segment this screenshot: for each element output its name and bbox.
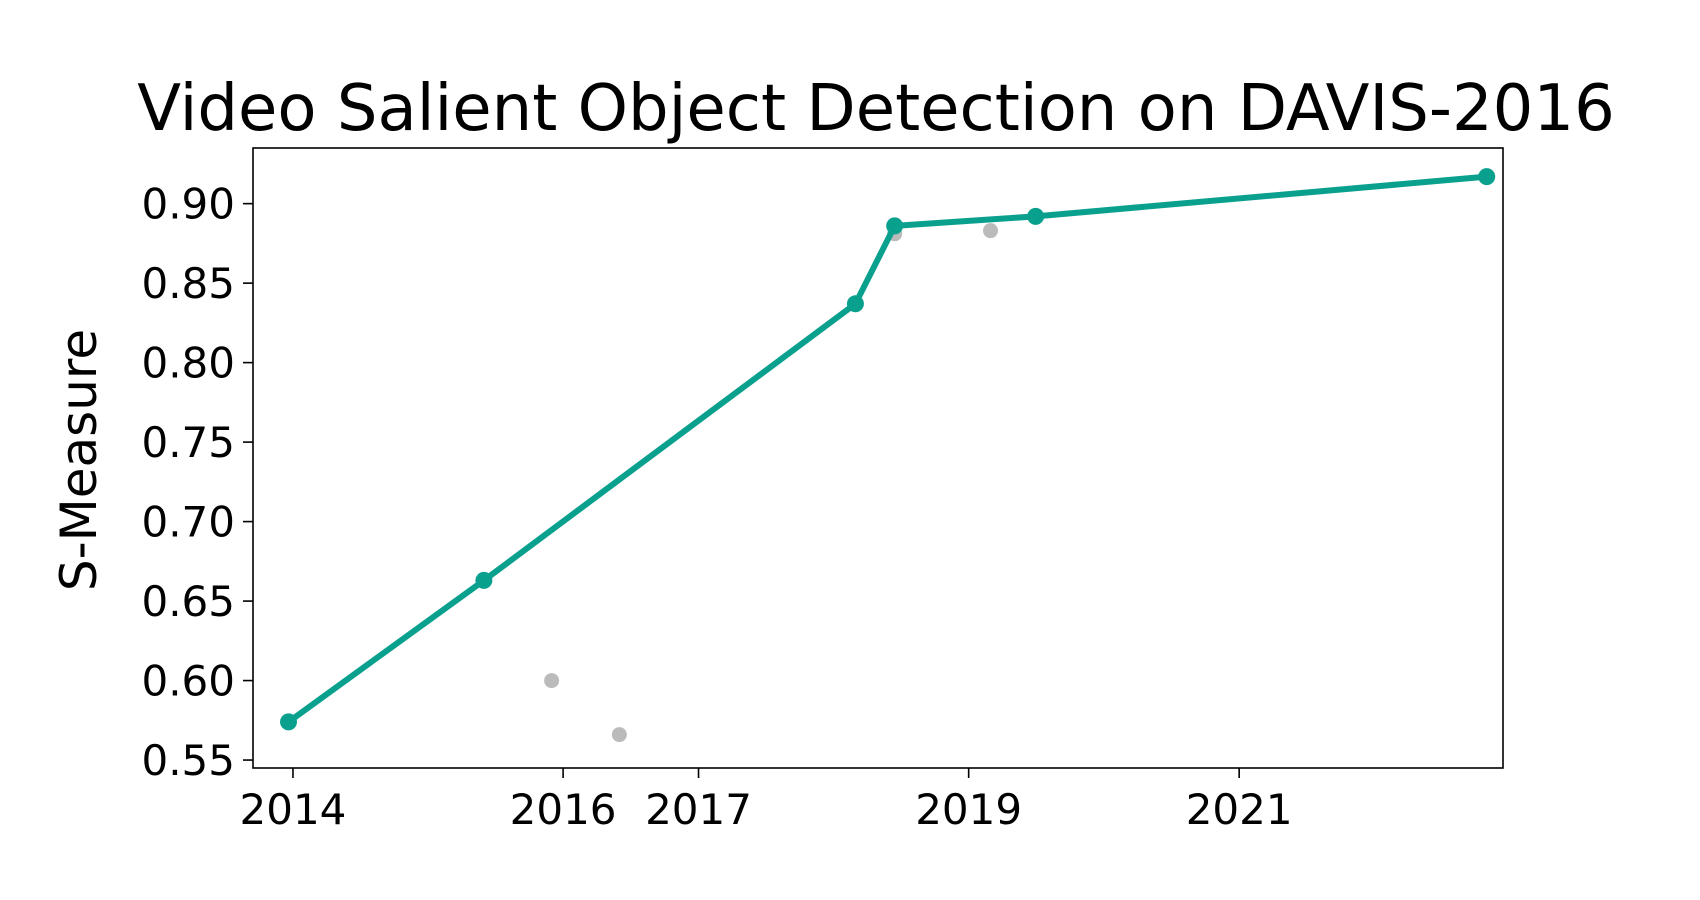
series-layer	[280, 168, 1496, 743]
y-tick-label: 0.80	[141, 339, 235, 388]
series-line	[285, 173, 1490, 725]
data-point	[280, 713, 298, 731]
data-point	[475, 571, 493, 589]
y-tick-label: 0.75	[141, 418, 235, 467]
x-axis: 2014 2016 2017 2019 2021	[240, 768, 1293, 834]
x-tick-label: 2014	[240, 785, 347, 834]
data-point	[1478, 168, 1496, 186]
y-tick-label: 0.70	[141, 498, 235, 547]
y-tick-label: 0.85	[141, 259, 235, 308]
y-tick-label: 0.90	[141, 180, 235, 229]
data-point	[544, 673, 560, 689]
y-axis-label: S-Measure	[50, 329, 108, 591]
data-point	[611, 727, 627, 743]
y-tick-label: 0.55	[141, 736, 235, 785]
data-point	[846, 295, 864, 313]
y-tick-label: 0.65	[141, 577, 235, 626]
chart-title: Video Salient Object Detection on DAVIS-…	[137, 72, 1615, 146]
data-point	[1027, 207, 1045, 225]
series-state-of-the-art	[280, 168, 1496, 731]
y-axis: 0.55 0.60 0.65 0.70 0.75 0.80 0.85 0.90	[141, 180, 253, 785]
axes-frame	[252, 147, 1504, 769]
data-point	[982, 223, 998, 239]
x-tick-label: 2017	[645, 785, 752, 834]
data-point	[886, 217, 904, 235]
x-tick-label: 2019	[915, 785, 1022, 834]
y-tick-label: 0.60	[141, 657, 235, 706]
x-tick-label: 2021	[1186, 785, 1293, 834]
plot-area: 2014 2016 2017 2019 2021 0.55 0.60 0.65 0.70 0.7…	[141, 147, 1504, 834]
x-tick-label: 2016	[510, 785, 617, 834]
